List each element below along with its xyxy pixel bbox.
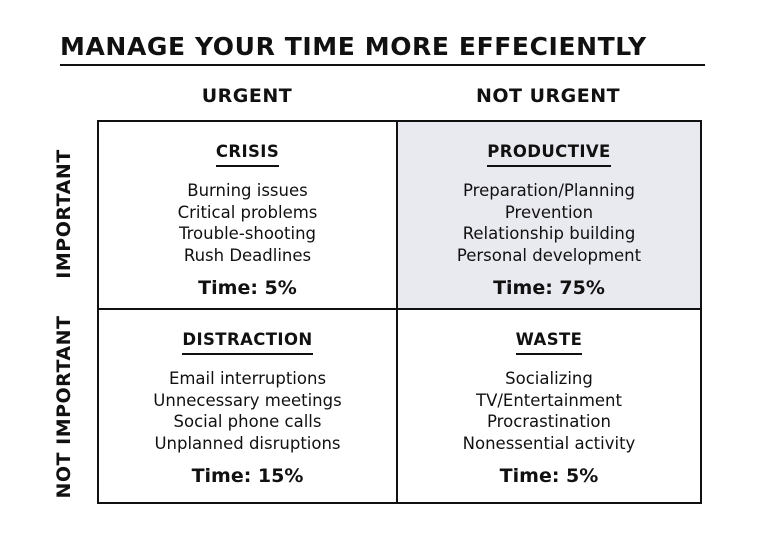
quadrant-item-list: Preparation/Planning Prevention Relation… [398,180,700,266]
list-item: Procrastination [487,412,611,431]
list-item: Nonessential activity [462,433,636,453]
matrix-border [97,120,702,504]
quadrant-item-list: Socializing TV/Entertainment Procrastina… [398,368,700,454]
list-item: Unplanned disruptions [154,433,341,453]
list-item: Preparation/Planning [463,181,635,200]
list-item: Unnecessary meetings [153,390,342,410]
row-header-not-important: NOT IMPORTANT [53,315,75,499]
column-header-not-urgent: NOT URGENT [475,85,621,107]
list-item: Relationship building [462,224,636,243]
quadrant-time: Time: 5% [499,465,599,487]
list-item: Social phone calls [173,412,322,431]
matrix-horizontal-divider [97,308,702,310]
quadrant-item-list: Burning issues Critical problems Trouble… [99,180,396,266]
quadrant-item-list: Email interruptions Unnecessary meetings… [99,368,396,454]
list-item: Critical problems [177,202,318,222]
list-item: Prevention [504,202,594,222]
list-item: Burning issues [187,181,308,200]
quadrant-time: Time: 15% [191,465,304,487]
list-item: Socializing [505,369,593,388]
list-item: Trouble-shooting [178,224,317,243]
list-item: Email interruptions [168,369,327,388]
quadrant-title: CRISIS [215,142,280,167]
list-item: TV/Entertainment [476,390,622,410]
quadrant-distraction: DISTRACTION Email interruptions Unnecess… [99,310,396,502]
title-underline [60,64,705,66]
quadrant-title: DISTRACTION [182,330,313,355]
quadrant-title: WASTE [515,330,583,355]
quadrant-productive: PRODUCTIVE Preparation/Planning Preventi… [398,122,700,308]
quadrant-crisis: CRISIS Burning issues Critical problems … [99,122,396,308]
list-item: Rush Deadlines [183,245,312,265]
quadrant-time: Time: 5% [198,277,297,299]
matrix-vertical-divider [396,120,398,504]
quadrant-title: PRODUCTIVE [487,142,611,167]
quadrant-time: Time: 75% [493,277,605,299]
list-item: Personal development [456,245,642,265]
column-header-urgent: URGENT [201,85,293,107]
page-title: MANAGE YOUR TIME MORE EFFECIENTLY [60,32,647,61]
quadrant-waste: WASTE Socializing TV/Entertainment Procr… [398,310,700,502]
row-header-important: IMPORTANT [53,149,75,279]
